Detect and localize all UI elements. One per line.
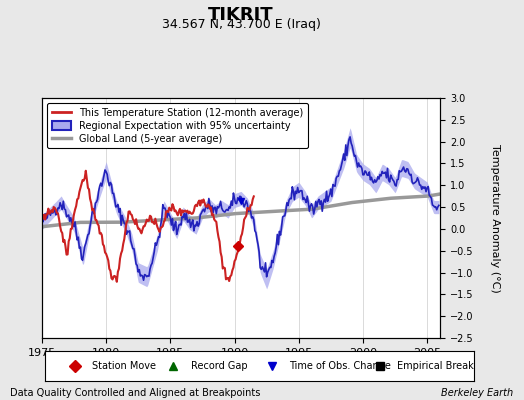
Text: Time of Obs. Change: Time of Obs. Change	[289, 361, 391, 371]
Y-axis label: Temperature Anomaly (°C): Temperature Anomaly (°C)	[490, 144, 500, 292]
Legend: This Temperature Station (12-month average), Regional Expectation with 95% uncer: This Temperature Station (12-month avera…	[47, 103, 308, 148]
Text: 34.567 N, 43.700 E (Iraq): 34.567 N, 43.700 E (Iraq)	[161, 18, 321, 31]
Text: Berkeley Earth: Berkeley Earth	[441, 388, 514, 398]
Text: TIKRIT: TIKRIT	[208, 6, 274, 24]
Text: Data Quality Controlled and Aligned at Breakpoints: Data Quality Controlled and Aligned at B…	[10, 388, 261, 398]
Text: Station Move: Station Move	[92, 361, 156, 371]
Text: Record Gap: Record Gap	[191, 361, 247, 371]
Text: Empirical Break: Empirical Break	[397, 361, 474, 371]
